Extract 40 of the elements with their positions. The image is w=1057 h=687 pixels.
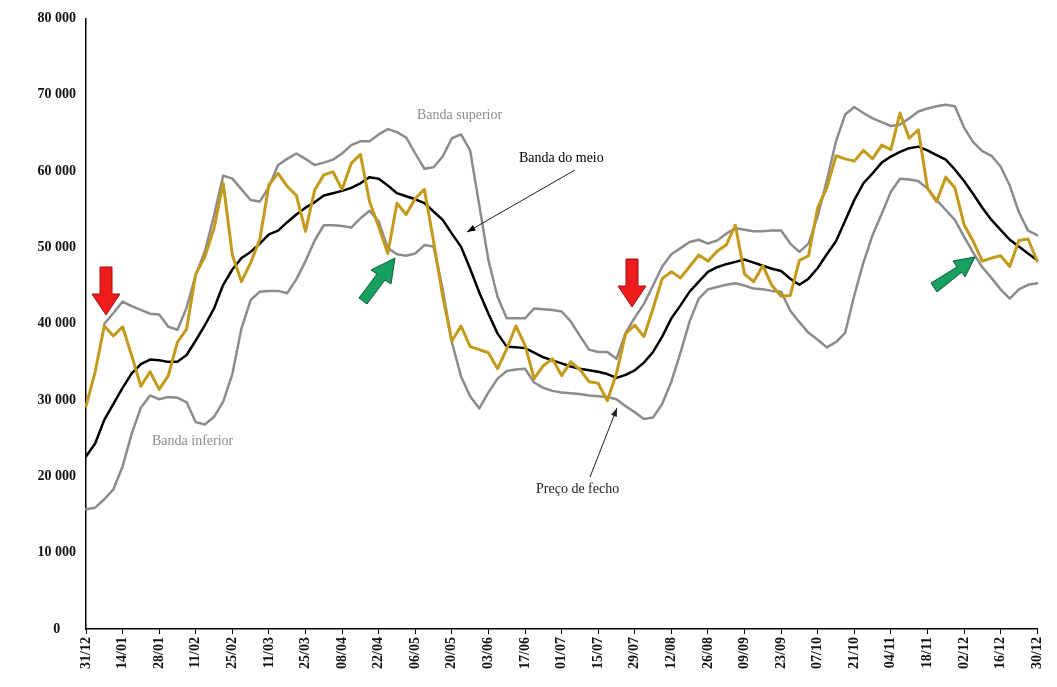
x-tick-label: 23/09	[772, 637, 788, 669]
x-tick-label: 11/03	[260, 637, 276, 669]
x-tick-label: 01/07	[553, 637, 569, 669]
x-tick-label: 14/01	[114, 637, 130, 669]
x-tick-label: 26/08	[699, 637, 715, 669]
x-tick-label: 12/08	[662, 637, 678, 669]
x-tick-label: 17/06	[516, 637, 532, 669]
y-tick-label: 0	[53, 620, 61, 636]
series-label: Banda inferior	[152, 432, 234, 448]
x-tick-label: 30/12	[1028, 637, 1044, 669]
x-tick-label: 31/12	[77, 637, 93, 669]
x-tick-label: 02/12	[955, 637, 971, 669]
x-tick-label: 29/07	[626, 637, 642, 669]
y-tick-label: 10 000	[37, 544, 76, 560]
y-tick-label: 30 000	[37, 391, 76, 407]
x-tick-label: 09/09	[736, 637, 752, 669]
y-tick-label: 40 000	[37, 315, 76, 331]
x-tick-label: 21/10	[845, 637, 861, 669]
y-tick-label: 20 000	[37, 467, 76, 483]
y-tick-label: 70 000	[37, 86, 76, 102]
x-tick-label: 20/05	[443, 637, 459, 669]
y-tick-label: 80 000	[37, 10, 76, 26]
x-tick-label: 28/01	[150, 637, 166, 669]
series-label: Banda superior	[417, 106, 503, 122]
x-tick-label: 15/07	[589, 637, 605, 669]
x-tick-label: 25/02	[223, 637, 239, 669]
y-tick-label: 60 000	[37, 162, 76, 178]
x-tick-label: 03/06	[480, 637, 496, 669]
x-tick-label: 22/04	[370, 637, 386, 669]
y-tick-label: 50 000	[37, 238, 76, 254]
text: Preço de fecho	[536, 480, 620, 496]
x-tick-label: 06/05	[406, 637, 422, 669]
x-tick-label: 11/02	[187, 637, 203, 669]
text: Banda do meio	[519, 149, 604, 165]
x-tick-label: 18/11	[919, 637, 935, 669]
x-tick-label: 04/11	[882, 637, 898, 669]
x-tick-label: 25/03	[297, 637, 313, 669]
x-tick-label: 16/12	[992, 637, 1008, 669]
x-tick-label: 07/10	[809, 637, 825, 669]
x-tick-label: 08/04	[333, 637, 349, 669]
